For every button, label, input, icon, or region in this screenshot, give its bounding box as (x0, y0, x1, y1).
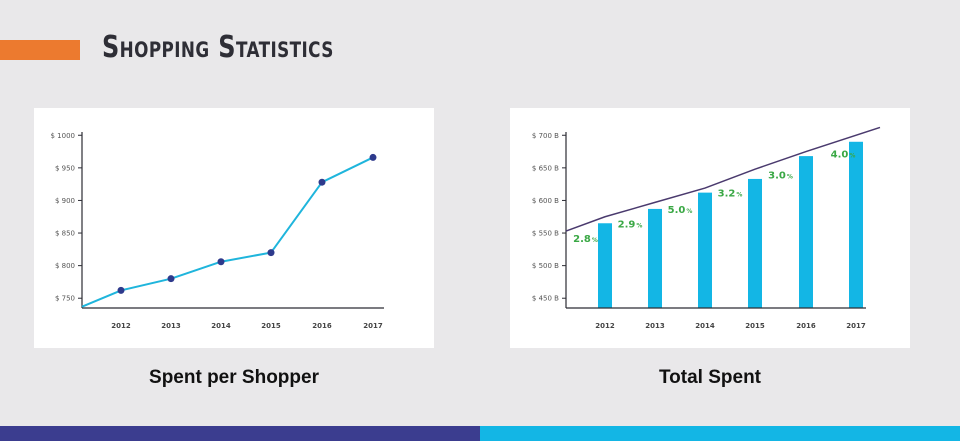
y-tick-label: $ 750 (55, 295, 75, 303)
x-tick-label: 2012 (595, 322, 615, 330)
data-point (369, 153, 377, 161)
total-spent-caption: Total Spent (658, 367, 762, 388)
growth-label: 3.2% (718, 189, 743, 200)
spent-per-shopper-card: $ 750 $ 800 $ 850 $ 900 $ 950 $ 1000 2012 2013 2… (34, 108, 434, 348)
bar (748, 178, 762, 308)
footer-bar-left (0, 426, 480, 441)
title-accent-bar (0, 40, 80, 60)
series-line (81, 156, 374, 308)
bar (698, 192, 712, 308)
bar (648, 208, 662, 308)
x-tick-label: 2013 (161, 322, 181, 330)
total-spent-chart: $ 450 B $ 500 B $ 550 B $ 600 B $ 650 B $ 700… (532, 126, 881, 330)
trend-line (565, 126, 881, 232)
y-tick-label: $ 450 B (532, 295, 559, 303)
data-point (167, 275, 175, 283)
page-title: Shopping Statistics (102, 30, 334, 65)
bar (598, 223, 612, 308)
x-tick-label: 2016 (312, 322, 332, 330)
total-spent-card: $ 450 B $ 500 B $ 550 B $ 600 B $ 650 B $ 700… (510, 108, 910, 348)
data-point (318, 178, 326, 186)
footer-bar-right (480, 426, 960, 441)
y-tick-label: $ 850 (55, 230, 75, 238)
growth-label: 5.0% (668, 205, 693, 216)
y-tick-label: $ 900 (55, 197, 75, 205)
y-tick-label: $ 950 (55, 164, 75, 172)
x-tick-label: 2014 (211, 322, 231, 330)
data-point (117, 286, 125, 294)
x-tick-label: 2014 (695, 322, 715, 330)
x-tick-label: 2015 (745, 322, 765, 330)
x-tick-label: 2015 (261, 322, 281, 330)
y-tick-label: $ 1000 (51, 132, 76, 140)
y-tick-label: $ 600 B (532, 197, 559, 205)
growth-label: 2.8% (573, 234, 598, 245)
x-tick-label: 2012 (111, 322, 131, 330)
y-tick-label: $ 800 (55, 262, 75, 270)
bar (849, 141, 863, 308)
x-tick-label: 2016 (796, 322, 816, 330)
growth-label: 2.9% (618, 220, 643, 231)
y-tick-label: $ 550 B (532, 230, 559, 238)
spent-per-shopper-chart: $ 750 $ 800 $ 850 $ 900 $ 950 $ 1000 2012 2013 2… (51, 132, 384, 330)
x-tick-label: 2017 (846, 322, 866, 330)
bar (799, 156, 813, 308)
data-point (217, 258, 225, 266)
x-tick-label: 2017 (363, 322, 383, 330)
spent-per-shopper-caption: Spent per Shopper (149, 367, 319, 388)
growth-label: 4.0% (831, 149, 856, 160)
growth-label: 3.0% (768, 170, 793, 181)
y-tick-label: $ 500 B (532, 262, 559, 270)
y-tick-label: $ 700 B (532, 132, 559, 140)
x-tick-label: 2013 (645, 322, 665, 330)
y-tick-label: $ 650 B (532, 164, 559, 172)
data-point (267, 249, 275, 257)
